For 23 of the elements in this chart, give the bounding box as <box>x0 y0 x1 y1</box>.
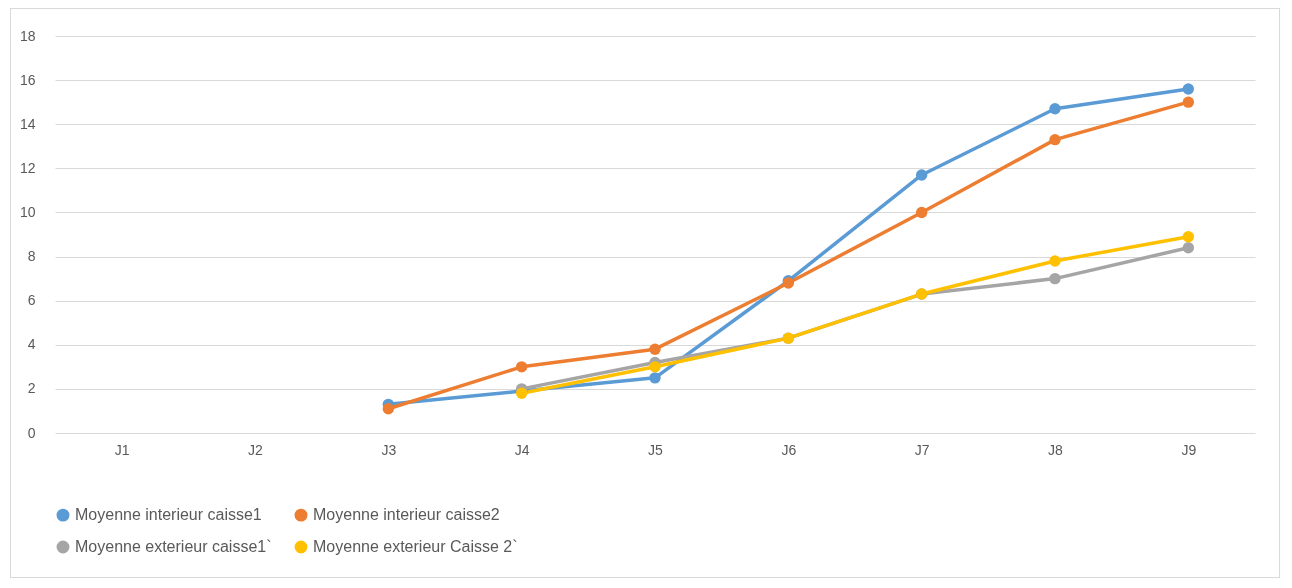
x-tick-label: J5 <box>648 441 664 458</box>
y-tick-label: 4 <box>27 336 36 353</box>
x-tick-label: J1 <box>114 441 130 458</box>
y-tick-label: 10 <box>19 203 36 220</box>
x-tick-label: J8 <box>1048 441 1064 458</box>
y-tick-label: 14 <box>19 115 36 132</box>
y-tick-label: 18 <box>19 27 36 44</box>
y-tick-label: 2 <box>27 380 36 397</box>
legend-label: Moyenne interieur caisse1 <box>75 506 262 524</box>
legend-label: Moyenne interieur caisse2 <box>313 506 500 524</box>
y-tick-label: 0 <box>27 424 36 441</box>
x-tick-label: J6 <box>781 441 797 458</box>
legend-label: Moyenne exterieur caisse1` <box>75 538 272 555</box>
x-tick-label: J4 <box>514 441 530 458</box>
y-tick-label: 12 <box>19 159 36 176</box>
x-tick-label: J3 <box>381 441 397 458</box>
x-tick-label: J2 <box>248 441 264 458</box>
legend-label: Moyenne exterieur Caisse 2` <box>313 538 518 555</box>
x-tick-label: J7 <box>914 441 930 458</box>
y-tick-label: 8 <box>27 248 36 265</box>
y-tick-label: 6 <box>27 292 36 309</box>
x-tick-label: J9 <box>1181 441 1197 458</box>
y-tick-label: 16 <box>19 71 36 88</box>
